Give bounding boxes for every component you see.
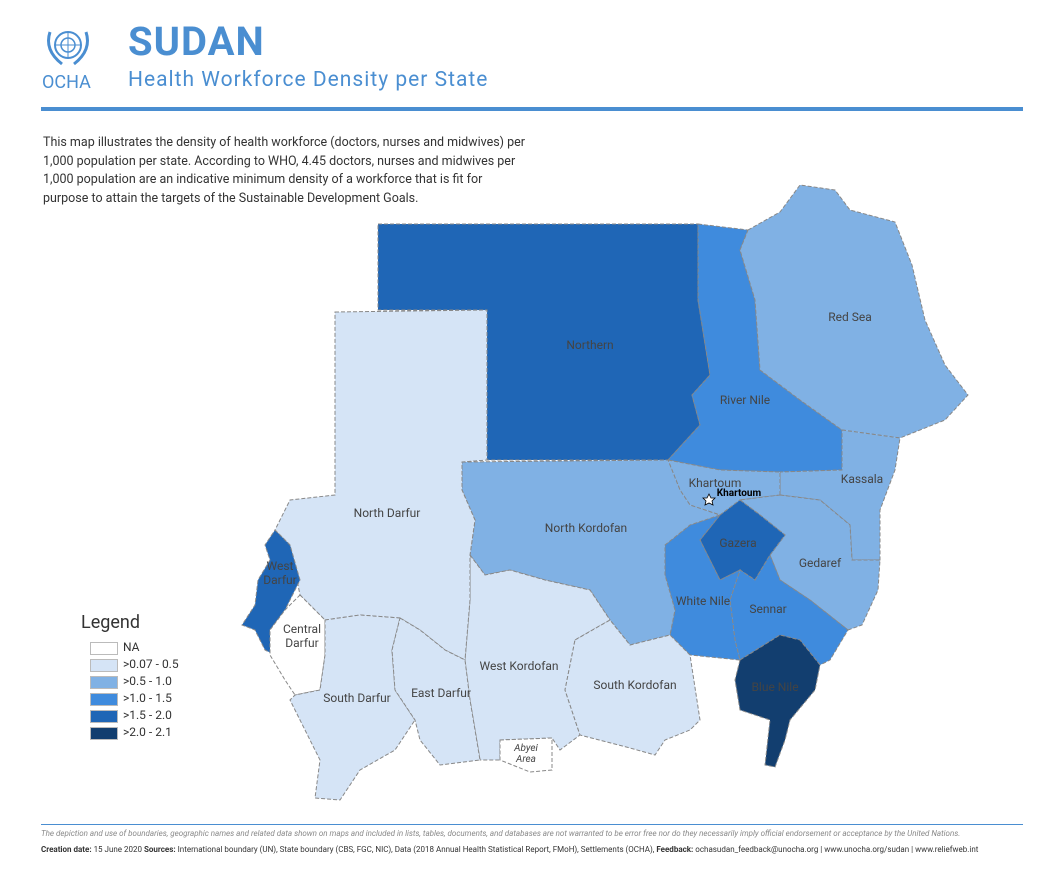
- state-label: East Darfur: [411, 686, 471, 700]
- state-label: White Nile: [675, 594, 731, 608]
- state-label: South Kordofan: [593, 678, 677, 692]
- state-16: [289, 614, 416, 801]
- state-label: South Darfur: [323, 691, 391, 705]
- legend-label: >1.5 - 2.0: [123, 708, 172, 722]
- state-label: Blue Nile: [751, 680, 799, 694]
- legend-swatch: [90, 676, 118, 689]
- legend-swatch: [90, 727, 118, 740]
- un-emblem: [47, 31, 89, 66]
- state-label: Northern: [566, 338, 614, 352]
- capital-star: [702, 493, 716, 506]
- legend-title: Legend: [81, 612, 140, 633]
- state-2: [739, 184, 969, 439]
- state-label: Khartoum: [688, 476, 742, 490]
- legend-label: >1.0 - 1.5: [123, 691, 172, 705]
- subtitle: Health Workforce Density per State: [128, 68, 489, 92]
- state-label: Red Sea: [828, 310, 872, 324]
- legend-label: >0.07 - 0.5: [123, 657, 179, 671]
- credit-text: International boundary (UN), State bound…: [177, 845, 655, 854]
- legend-label: >0.5 - 1.0: [123, 674, 172, 688]
- state-15: [269, 594, 326, 696]
- capital-label: Khartoum: [716, 488, 762, 499]
- state-label: Gedaref: [798, 556, 842, 570]
- disclaimer: The depiction and use of boundaries, geo…: [41, 829, 961, 838]
- org-name: OCHA: [42, 72, 91, 93]
- credits: Creation date: 15 June 2020 Sources: Int…: [41, 845, 978, 854]
- state-label: West Darfur: [263, 559, 297, 587]
- state-14: [241, 529, 301, 656]
- header-rule: [41, 107, 1023, 111]
- description: This map illustrates the density of heal…: [43, 135, 526, 206]
- state-label: River Nile: [719, 393, 771, 407]
- legend-swatch: [90, 659, 118, 672]
- credit-text: 15 June 2020: [93, 845, 142, 854]
- state-label: North Kordofan: [544, 521, 628, 535]
- map: [241, 184, 969, 801]
- state-8: [664, 513, 741, 661]
- title: SUDAN: [128, 18, 265, 65]
- state-label: Central Darfur: [282, 622, 321, 650]
- credit-text: ochasudan_feedback@unocha.org | www.unoc…: [695, 845, 979, 854]
- legend-label: NA: [123, 640, 140, 654]
- state-9: [734, 634, 821, 768]
- legend-label: >2.0 - 2.1: [123, 725, 172, 739]
- state-label: Abyei Area: [514, 743, 538, 765]
- credit-label: Creation date:: [41, 845, 92, 854]
- state-label: North Darfur: [353, 506, 421, 520]
- state-label: Kassala: [840, 472, 884, 486]
- footer-rule: [41, 824, 1023, 825]
- state-12: [564, 619, 701, 756]
- legend-swatch: [90, 642, 118, 655]
- state-label: Sennar: [749, 602, 787, 616]
- state-7: [729, 553, 849, 666]
- legend-swatch: [90, 710, 118, 723]
- state-label: Gazera: [719, 536, 757, 550]
- credit-label: Feedback:: [656, 845, 694, 854]
- state-label: West Kordofan: [479, 659, 559, 673]
- state-17: [391, 617, 481, 766]
- state-18: [499, 737, 553, 773]
- legend-swatch: [90, 693, 118, 706]
- credit-label: Sources:: [143, 845, 176, 854]
